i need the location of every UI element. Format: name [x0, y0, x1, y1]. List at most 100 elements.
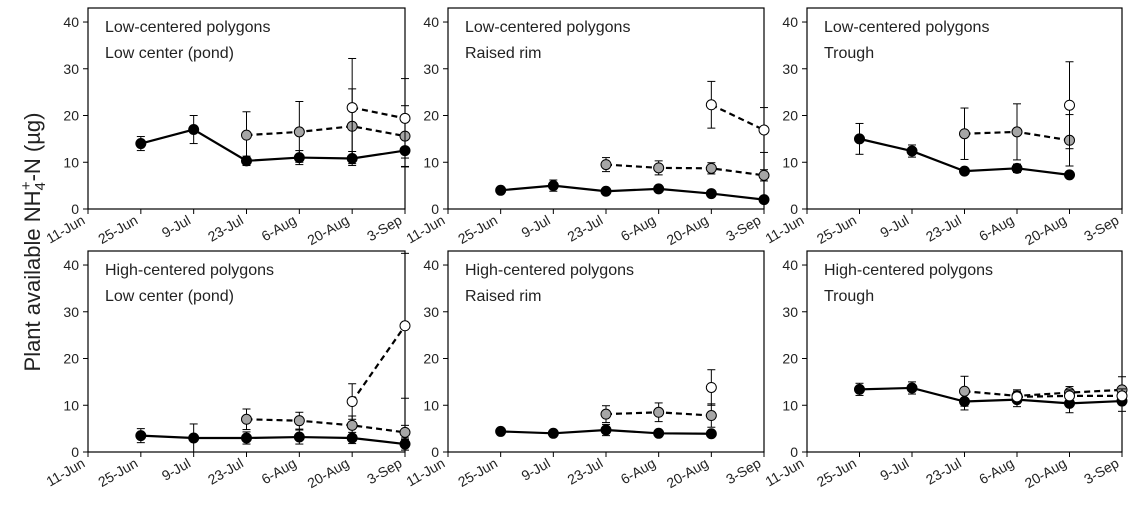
x-tick-label: 3-Sep [723, 455, 764, 488]
data-point-grey [241, 129, 252, 141]
data-point-solid [547, 427, 559, 439]
data-point-solid [135, 138, 147, 150]
y-tick-label: 10 [63, 397, 79, 413]
y-tick-label: 40 [782, 257, 798, 273]
y-tick-label: 20 [423, 108, 439, 124]
x-tick-label: 11-Jun [403, 212, 447, 247]
x-tick-label: 9-Jul [877, 455, 911, 484]
panel-label-line1: High-centered polygons [824, 262, 993, 279]
x-tick-label: 9-Jul [519, 455, 553, 484]
x-tick-label: 23-Jul [923, 212, 964, 245]
x-tick-label: 11-Jun [43, 455, 87, 490]
data-point-solid [495, 184, 507, 196]
data-point-solid [135, 430, 147, 442]
x-tick-label: 6-Aug [618, 212, 658, 245]
x-tick-label: 3-Sep [1081, 212, 1122, 245]
data-point-solid [854, 133, 865, 145]
x-tick-label: 3-Sep [364, 212, 405, 245]
plot-frame [806, 250, 1123, 453]
y-tick-label: 40 [782, 14, 798, 30]
x-tick-label: 23-Jul [923, 455, 964, 488]
series-line-grey [246, 125, 406, 138]
series-line-solid [859, 386, 1123, 405]
x-tick-label: 20-Aug [1022, 455, 1069, 491]
x-tick-label: 23-Jul [564, 455, 605, 488]
data-point-grey [959, 128, 970, 140]
panel-2: 0 10 20 30 40 11-Jun 25-Jun 9-Jul 23-Jul 6-Aug 20-… [403, 7, 770, 248]
data-point-open [1011, 391, 1023, 403]
y-tick-label: 40 [63, 257, 79, 273]
y-tick-label: 20 [782, 108, 798, 124]
series-line-open [710, 103, 765, 131]
x-tick-label: 25-Jun [814, 455, 859, 490]
data-point-solid [906, 145, 918, 157]
x-tick-label: 6-Aug [976, 212, 1016, 245]
data-point-open [346, 102, 358, 114]
data-point-solid [547, 180, 559, 192]
x-tick-label: 25-Jun [814, 212, 859, 247]
data-point-grey [653, 162, 665, 174]
series-line-solid [140, 434, 406, 446]
panel-label-line1: Low-centered polygons [465, 19, 630, 36]
y-tick-label: 0 [71, 201, 79, 217]
x-tick-label: 20-Aug [1022, 212, 1069, 248]
panel-label-line2: Low center (pond) [105, 45, 234, 62]
x-tick-label: 6-Aug [618, 455, 658, 488]
x-tick-label: 3-Sep [1081, 455, 1122, 488]
x-tick-label: 11-Jun [403, 455, 447, 490]
panel-label-line1: High-centered polygons [465, 262, 634, 279]
x-tick-label: 20-Aug [664, 212, 711, 248]
y-tick-label: 0 [71, 444, 79, 460]
data-point-grey [705, 410, 717, 422]
data-point-solid [188, 124, 200, 136]
data-point-solid [653, 427, 665, 439]
x-tick-label: 25-Jun [95, 212, 140, 247]
x-tick-label: 20-Aug [305, 212, 352, 248]
panel-4: 0 10 20 30 40 11-Jun 25-Jun 9-Jul 23-Jul 6-Aug 20-… [43, 250, 411, 491]
y-tick-label: 10 [63, 154, 79, 170]
series-line-grey [964, 388, 1123, 398]
x-tick-label: 6-Aug [258, 212, 298, 245]
y-tick-label: 0 [431, 201, 439, 217]
series-line-open [351, 325, 406, 403]
data-point-solid [1064, 169, 1075, 181]
data-point-grey [346, 419, 358, 431]
x-tick-label: 3-Sep [723, 212, 764, 245]
data-point-solid [399, 438, 411, 450]
y-tick-label: 20 [63, 108, 79, 124]
x-tick-label: 25-Jun [95, 455, 140, 490]
data-point-solid [600, 185, 612, 197]
data-point-open [1064, 99, 1075, 111]
x-tick-label: 20-Aug [664, 455, 711, 491]
y-tick-label: 0 [790, 201, 798, 217]
data-point-solid [705, 188, 717, 200]
y-tick-label: 10 [423, 397, 439, 413]
panel-3: 0 10 20 30 40 11-Jun 25-Jun 9-Jul 23-Jul 6-Aug 20-… [762, 7, 1123, 248]
panel-label-line2: Trough [824, 45, 874, 62]
x-tick-label: 9-Jul [159, 212, 193, 241]
data-point-open [705, 99, 717, 111]
panel-5: 0 10 20 30 40 11-Jun 25-Jun 9-Jul 23-Jul 6-Aug 20-… [403, 250, 765, 491]
data-point-grey [758, 169, 770, 181]
data-point-solid [495, 425, 507, 437]
y-tick-label: 30 [63, 304, 79, 320]
data-point-grey [959, 385, 970, 397]
y-tick-label: 0 [431, 444, 439, 460]
panel-label-line2: Low center (pond) [105, 288, 234, 305]
data-point-solid [188, 432, 200, 444]
data-point-solid [241, 432, 252, 444]
data-point-open [346, 396, 358, 408]
data-point-grey [600, 408, 612, 420]
y-axis-label-tail: -N (µg) [20, 113, 45, 182]
series-line-solid [500, 184, 765, 201]
x-tick-label: 3-Sep [364, 455, 405, 488]
y-axis-label-main: Plant available NH [20, 191, 45, 372]
x-tick-label: 23-Jul [205, 455, 246, 488]
y-tick-label: 40 [423, 14, 439, 30]
x-tick-label: 23-Jul [205, 212, 246, 245]
data-point-grey [705, 162, 717, 174]
y-tick-label: 10 [782, 397, 798, 413]
data-point-open [399, 320, 411, 332]
